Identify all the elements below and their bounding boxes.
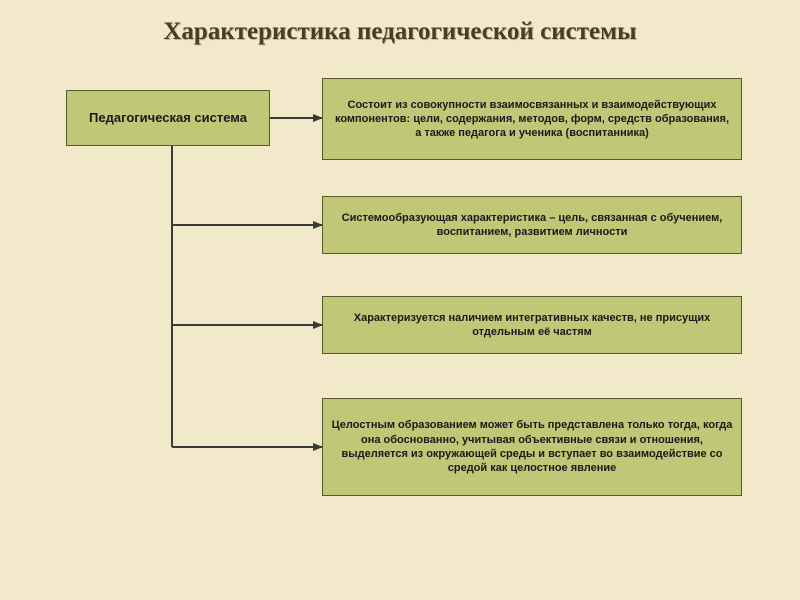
root-box: Педагогическая система [66,90,270,146]
child-box-label: Системообразующая характеристика – цель,… [331,211,733,240]
child-box-label: Целостным образованием может быть предст… [331,418,733,475]
slide-title-text: Характеристика педагогической системы [163,18,636,45]
slide-title: Характеристика педагогической системы [0,18,800,46]
child-box-label: Состоит из совокупности взаимосвязанных … [331,98,733,141]
child-box-2: Характеризуется наличием интегративных к… [322,296,742,354]
slide: Характеристика педагогической системы Пе… [0,0,800,600]
child-box-3: Целостным образованием может быть предст… [322,398,742,496]
child-box-0: Состоит из совокупности взаимосвязанных … [322,78,742,160]
root-box-label: Педагогическая система [89,110,247,127]
child-box-label: Характеризуется наличием интегративных к… [331,311,733,340]
child-box-1: Системообразующая характеристика – цель,… [322,196,742,254]
